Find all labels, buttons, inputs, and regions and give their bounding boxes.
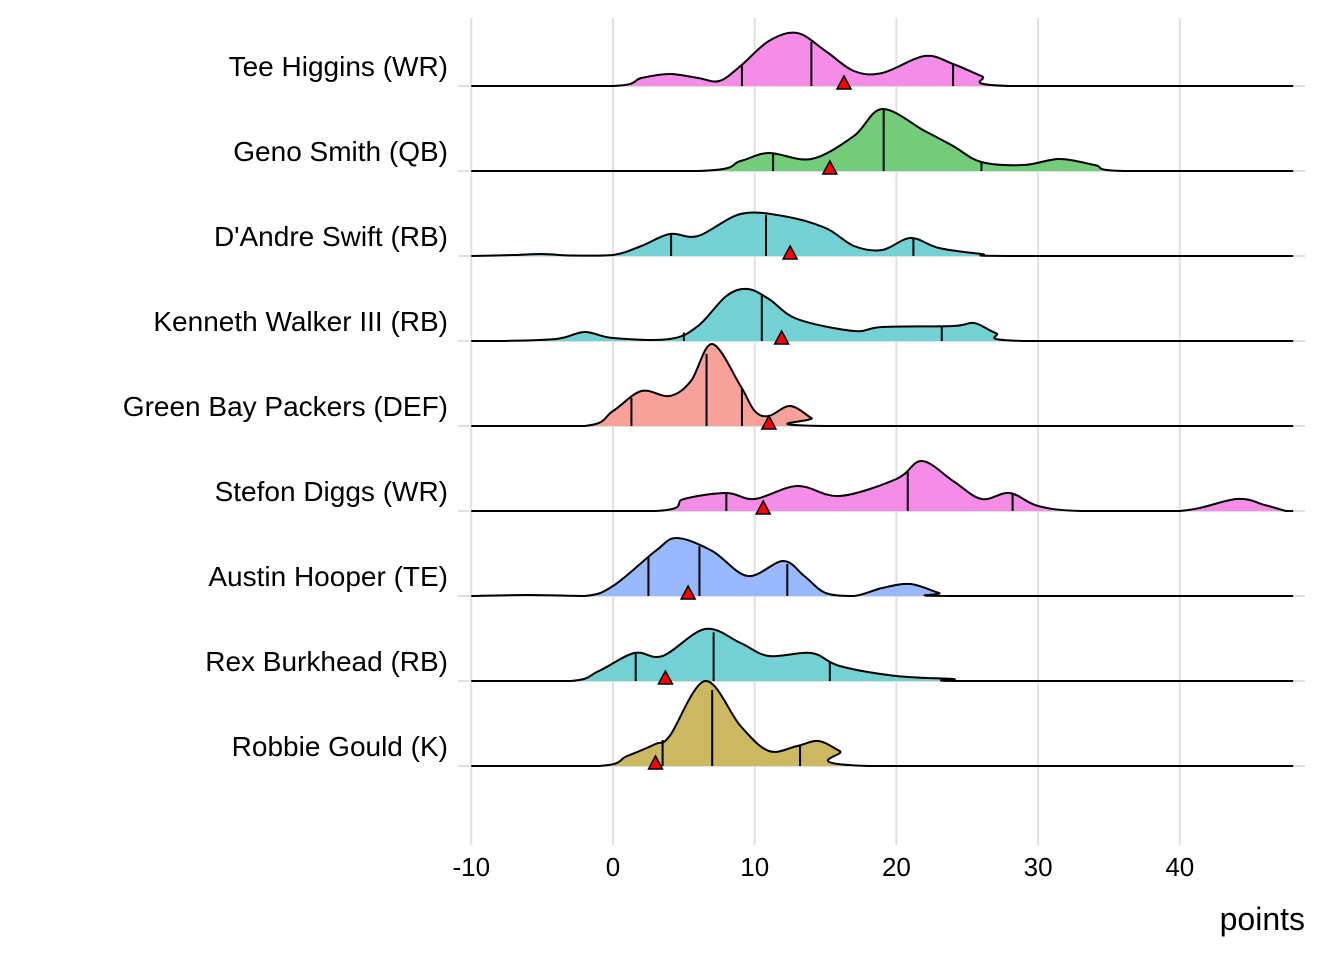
ridge-1 [471, 107, 1294, 175]
density-line [471, 459, 1294, 513]
x-axis-title: points [1220, 901, 1305, 937]
density-line [471, 107, 1294, 173]
projection-marker [781, 244, 799, 260]
density-line [471, 536, 1294, 598]
projection-marker [821, 159, 839, 175]
density-line [471, 343, 1294, 428]
y-tick-label: Geno Smith (QB) [233, 136, 448, 167]
x-tick-label: 10 [740, 852, 769, 882]
y-tick-label: Austin Hooper (TE) [208, 561, 448, 592]
density-fill [471, 680, 1294, 766]
y-tick-label: D'Andre Swift (RB) [214, 221, 448, 252]
ridge-7 [471, 627, 1294, 685]
projection-marker [647, 754, 664, 770]
density-fill [471, 108, 1294, 171]
density-line [471, 680, 1294, 768]
projection-marker [760, 414, 778, 430]
x-axis-ticks: -10 0 10 20 30 40 [453, 852, 1195, 882]
density-fill [471, 628, 1294, 681]
ridge-4 [471, 343, 1294, 430]
x-tick-label: 30 [1024, 852, 1053, 882]
ridge-8 [471, 680, 1294, 770]
y-tick-label: Stefon Diggs (WR) [215, 476, 448, 507]
ridges [471, 31, 1294, 770]
density-fill [471, 288, 1294, 341]
density-fill [471, 343, 1294, 426]
ridge-0 [471, 31, 1294, 90]
projection-marker [657, 669, 674, 685]
ridge-5 [471, 459, 1294, 515]
ridge-2 [471, 211, 1294, 260]
density-line [471, 627, 1294, 683]
ridge-3 [471, 287, 1294, 345]
y-axis-labels: Tee Higgins (WR) Geno Smith (QB) D'Andre S… [123, 51, 448, 762]
x-tick-label: -10 [453, 852, 491, 882]
density-fill [471, 32, 1294, 86]
y-tick-label: Kenneth Walker III (RB) [153, 306, 448, 337]
density-line [471, 287, 1294, 343]
y-tick-label: Green Bay Packers (DEF) [123, 391, 448, 422]
x-tick-label: 40 [1165, 852, 1194, 882]
y-tick-label: Tee Higgins (WR) [229, 51, 448, 82]
x-tick-label: 20 [882, 852, 911, 882]
projection-marker [679, 584, 697, 600]
x-tick-label: 0 [606, 852, 620, 882]
ridge-6 [471, 536, 1294, 600]
density-line [471, 211, 1294, 258]
projection-marker [773, 329, 790, 345]
density-fill [471, 538, 1294, 596]
y-tick-label: Robbie Gould (K) [232, 731, 448, 762]
y-tick-label: Rex Burkhead (RB) [205, 646, 448, 677]
density-fill [471, 212, 1294, 256]
projection-marker [754, 499, 772, 515]
projection-marker [835, 74, 853, 90]
density-fill [471, 460, 1294, 511]
density-line [471, 31, 1294, 88]
